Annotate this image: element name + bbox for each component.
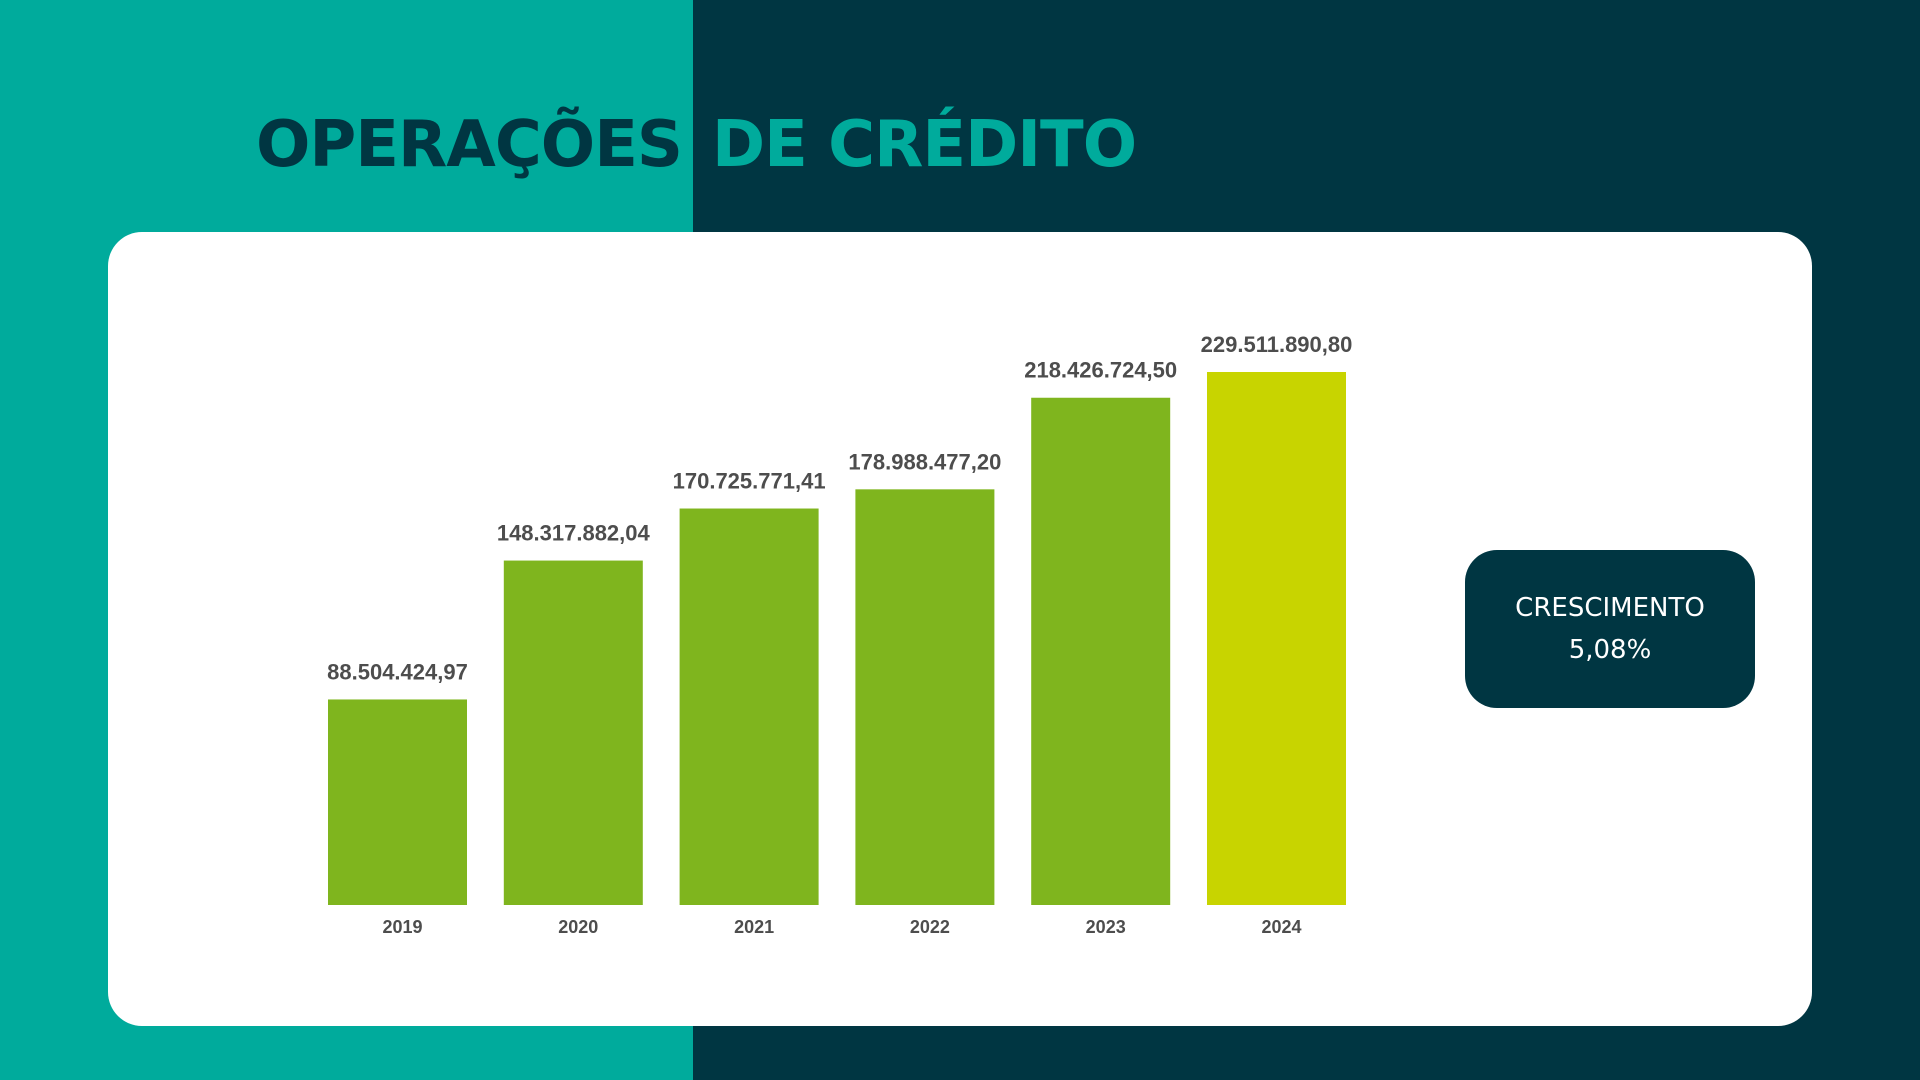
x-tick-label-2020: 2020 — [558, 917, 598, 937]
bar-2020 — [503, 560, 643, 905]
x-tick-label-2024: 2024 — [1261, 917, 1301, 937]
growth-badge-label: CRESCIMENTO — [1515, 593, 1705, 623]
bar-2019 — [328, 699, 467, 905]
bar-value-label-2022: 178.988.477,20 — [848, 449, 1001, 474]
bar-2022 — [855, 489, 995, 905]
bar-2023 — [1031, 397, 1171, 905]
x-tick-label-2023: 2023 — [1086, 917, 1126, 937]
x-tick-label-2021: 2021 — [734, 917, 774, 937]
bar-value-label-2024: 229.511.890,80 — [1201, 332, 1353, 357]
bar-2024 — [1207, 372, 1346, 905]
bar-value-label-2020: 148.317.882,04 — [497, 521, 651, 546]
page-title: OPERAÇÕES DE CRÉDITO — [0, 100, 1920, 190]
bar-value-label-2021: 170.725.771,41 — [673, 469, 826, 494]
x-tick-label-2022: 2022 — [910, 917, 950, 937]
bar-value-label-2019: 88.504.424,97 — [327, 659, 468, 684]
bar-2021 — [679, 508, 819, 905]
bar-chart: 88.504.424,97 2019 148.317.882,04 2020 170.7… — [327, 332, 1353, 937]
growth-badge: CRESCIMENTO 5,08% — [1465, 550, 1755, 708]
bar-value-label-2023: 218.426.724,50 — [1024, 358, 1177, 383]
page-title-part-1: OPERAÇÕES — [255, 108, 683, 182]
x-tick-label-2019: 2019 — [382, 917, 422, 937]
page-title-part-2: DE CRÉDITO — [712, 108, 1137, 182]
growth-badge-value: 5,08% — [1568, 635, 1652, 665]
